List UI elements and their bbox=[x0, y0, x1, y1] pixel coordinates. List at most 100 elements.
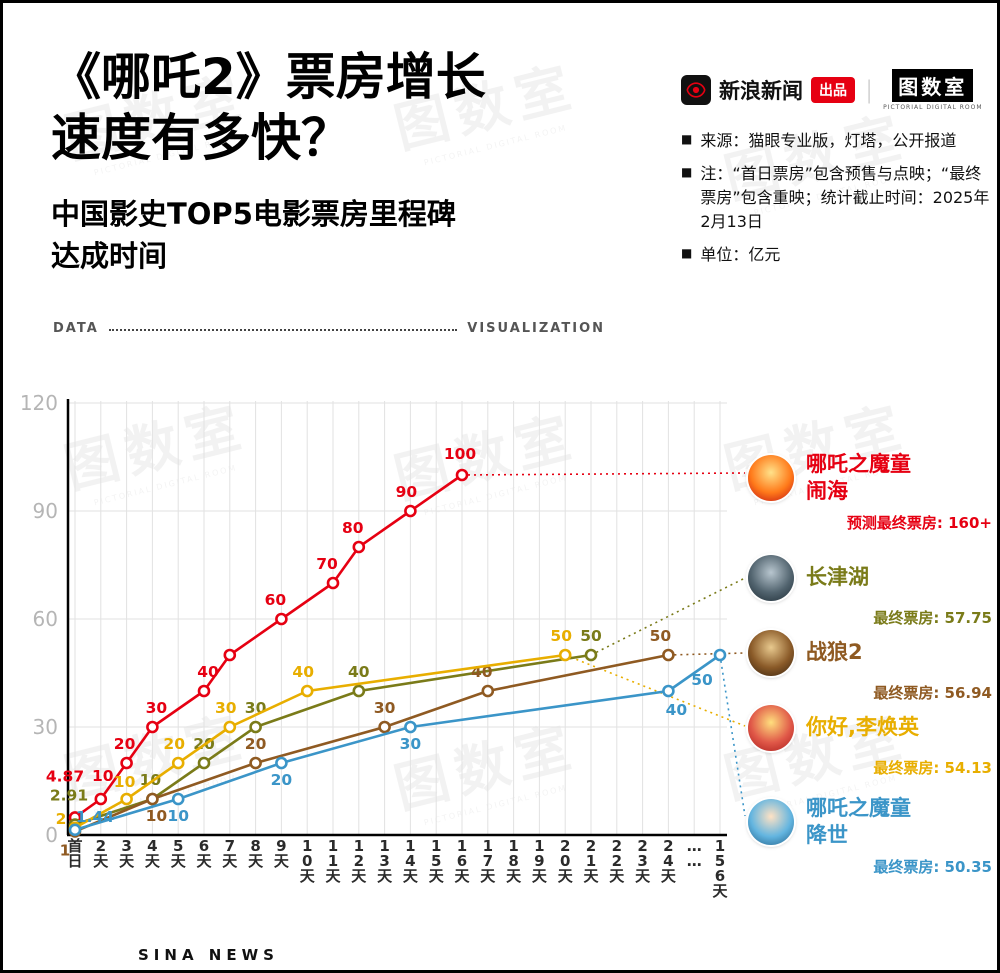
notes-list: 来源：猫眼专业版，灯塔，公开报道 注：“首日票房”包含预售与点映；“最终票房”包… bbox=[681, 129, 993, 267]
data-label: 30 bbox=[146, 699, 168, 717]
legend-movie-name: 哪吒之魔童 闹海 bbox=[806, 452, 911, 504]
y-tick-label: 90 bbox=[33, 499, 58, 523]
data-label: 50 bbox=[691, 671, 713, 689]
data-point bbox=[404, 504, 417, 518]
legend-final-box-office: 最终票房: 54.13 bbox=[873, 759, 992, 777]
data-label: 40 bbox=[348, 663, 370, 681]
legend-connector bbox=[719, 654, 746, 817]
data-point bbox=[378, 720, 391, 734]
data-point bbox=[171, 792, 185, 806]
movie-poster-icon bbox=[748, 799, 794, 846]
data-visualization-divider: DATA VISUALIZATION bbox=[53, 321, 605, 336]
legend-item: 你好,李焕英 最终票房: 54.13 bbox=[748, 705, 996, 778]
brand-divider: | bbox=[865, 76, 874, 104]
data-label: 80 bbox=[342, 519, 364, 537]
note-unit: 单位：亿元 bbox=[681, 243, 993, 267]
data-label: 50 bbox=[650, 627, 672, 645]
title-line-2: 速度有多快？ bbox=[51, 109, 351, 167]
subtitle-line-1: 中国影史TOP5电影票房里程碑 bbox=[51, 197, 456, 231]
data-label: 20 bbox=[245, 735, 267, 753]
legend-item: 战狼2 最终票房: 56.94 bbox=[748, 630, 996, 703]
bullet-square-icon bbox=[681, 130, 692, 153]
brand-name: 新浪新闻 bbox=[719, 79, 803, 103]
data-point bbox=[249, 720, 262, 734]
legend-movie-name: 长津湖 bbox=[806, 565, 869, 590]
data-point bbox=[223, 720, 237, 734]
data-point bbox=[713, 648, 727, 662]
legend-movie-name: 哪吒之魔童 降世 bbox=[806, 796, 911, 848]
studio-logo: 图数室 PICTORIAL DIGITAL ROOM bbox=[883, 69, 982, 111]
sina-logo-icon bbox=[681, 75, 711, 105]
legend-final-box-office: 最终票房: 50.35 bbox=[873, 857, 992, 876]
data-point bbox=[662, 648, 675, 662]
legend-connector bbox=[461, 472, 746, 476]
y-tick-label: 120 bbox=[20, 391, 58, 415]
data-point bbox=[197, 684, 211, 698]
studio-logo-text: 图数室 bbox=[892, 69, 974, 102]
note-remark: 注：“首日票房”包含预售与点映；“最终票房”包含重映；统计截止时间：2025年2… bbox=[681, 162, 993, 234]
data-label: 10 bbox=[167, 807, 189, 825]
series-line bbox=[74, 473, 463, 819]
data-label: 10 bbox=[146, 807, 168, 825]
data-label: 10 bbox=[140, 771, 162, 789]
data-label: 50 bbox=[550, 627, 572, 645]
data-label: 50 bbox=[580, 627, 602, 645]
data-point bbox=[481, 684, 495, 698]
data-point bbox=[197, 756, 211, 770]
movie-poster-icon bbox=[748, 555, 794, 601]
data-label: 10 bbox=[114, 773, 136, 791]
legend-connector bbox=[668, 652, 746, 656]
movie-poster-icon bbox=[748, 455, 794, 502]
subtitle-line-2: 达成时间 bbox=[51, 239, 168, 274]
data-point bbox=[275, 756, 288, 770]
data-label: 40 bbox=[197, 663, 219, 681]
data-label: 60 bbox=[265, 591, 287, 609]
footer-text: SINA NEWS bbox=[138, 946, 279, 964]
data-point bbox=[404, 720, 417, 734]
series-line bbox=[74, 653, 566, 829]
movie-poster-icon bbox=[748, 705, 794, 751]
note-text: 单位：亿元 bbox=[700, 245, 781, 264]
legend-final-box-office: 最终票房: 57.75 bbox=[873, 609, 992, 627]
header: 《哪吒2》票房增长 速度有多快？ 中国影史TOP5电影票房里程碑 达成时间 bbox=[51, 47, 486, 277]
data-point bbox=[275, 612, 288, 626]
note-text: 注：“首日票房”包含预售与点映；“最终票房”包含重映；统计截止时间：2025年2… bbox=[700, 164, 990, 231]
data-point bbox=[558, 648, 572, 662]
branding-bar: 新浪新闻 出品 | 图数室 PICTORIAL DIGITAL ROOM bbox=[681, 69, 993, 111]
y-tick-label: 0 bbox=[45, 823, 58, 847]
data-point bbox=[171, 756, 185, 770]
data-label: 40 bbox=[666, 701, 688, 719]
data-point bbox=[662, 684, 675, 698]
divider-left-label: DATA bbox=[53, 321, 99, 336]
movie-poster-icon bbox=[748, 630, 794, 676]
note-source: 来源：猫眼专业版，灯塔，公开报道 bbox=[681, 129, 993, 153]
data-label: 20 bbox=[271, 771, 293, 789]
info-column: 新浪新闻 出品 | 图数室 PICTORIAL DIGITAL ROOM 来源：… bbox=[681, 69, 993, 276]
data-point bbox=[94, 792, 108, 806]
data-label: 1 bbox=[60, 841, 71, 859]
data-point bbox=[455, 468, 469, 482]
data-label: 70 bbox=[316, 555, 338, 573]
publisher-badge: 出品 bbox=[811, 77, 855, 103]
data-point bbox=[249, 756, 262, 770]
data-label: 20 bbox=[163, 735, 185, 753]
data-point bbox=[326, 576, 340, 590]
data-point bbox=[68, 823, 82, 837]
